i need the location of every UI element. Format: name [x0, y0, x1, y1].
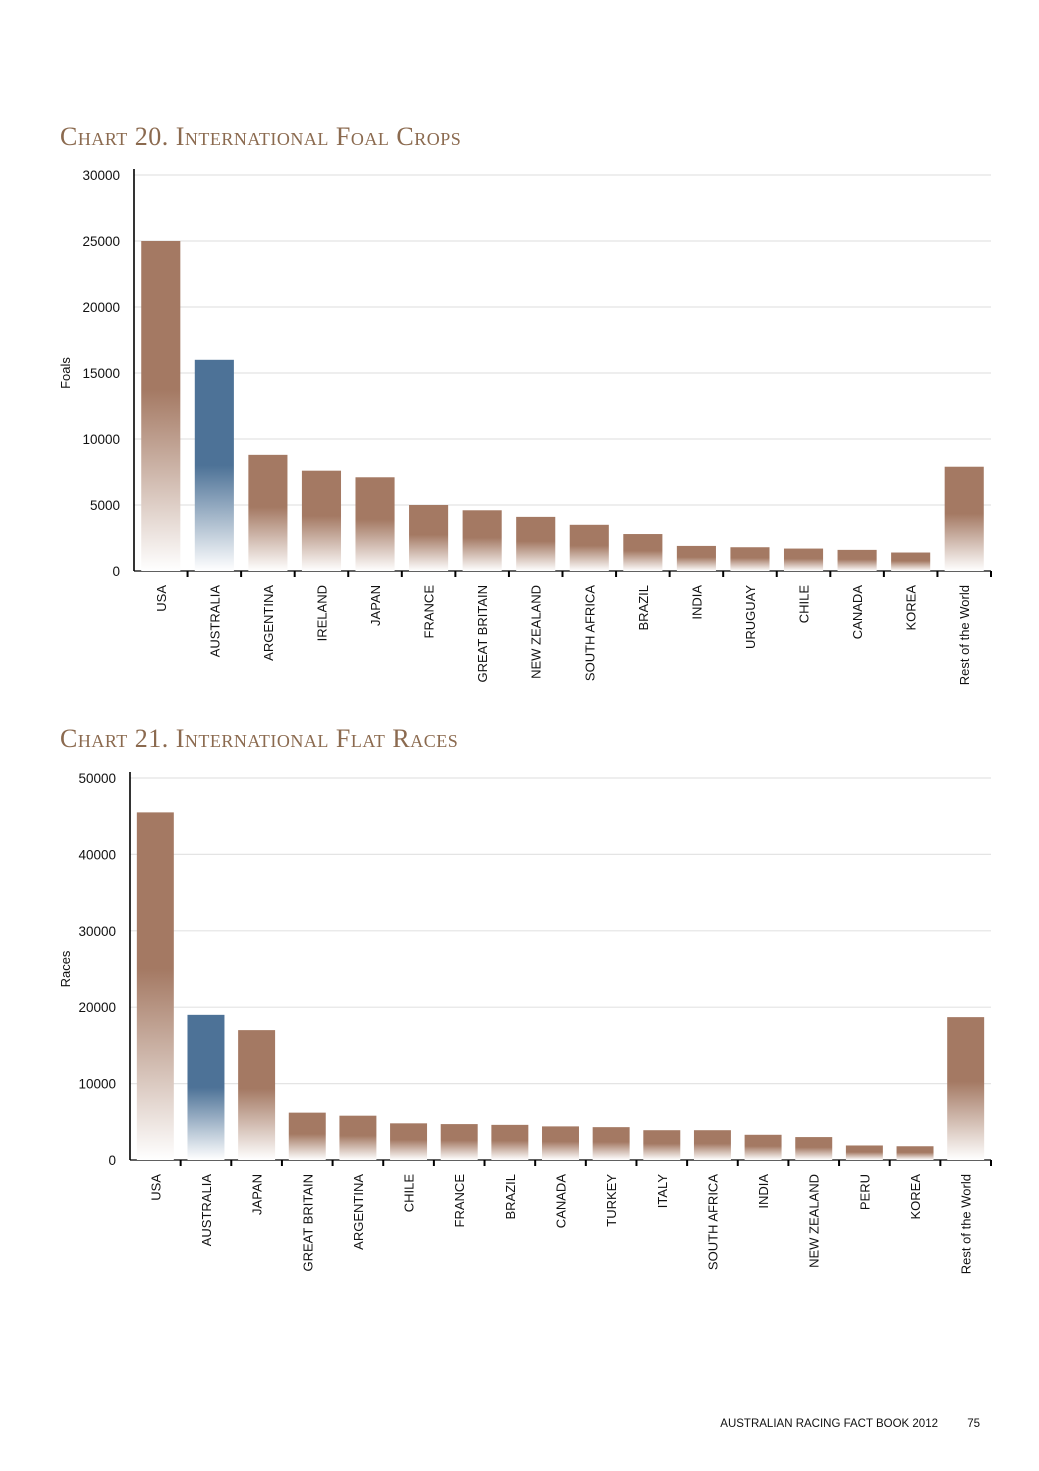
y-tick-label: 10000 [82, 432, 120, 447]
x-tick-label-india: INDIA [689, 585, 704, 620]
bar-chile [783, 548, 824, 571]
chart-21-title: Chart 21. International Flat Races [60, 724, 459, 753]
x-tick-label-canada: CANADA [554, 1174, 569, 1229]
x-tick-label-new-zealand: NEW ZEALAND [529, 585, 544, 679]
x-tick-label-peru: PERU [857, 1174, 872, 1210]
x-tick-label-new-zealand: NEW ZEALAND [807, 1174, 822, 1268]
y-tick-label: 15000 [82, 366, 120, 381]
bar-usa [141, 241, 181, 571]
y-tick-label: 0 [108, 1153, 116, 1168]
x-tick-label-canada: CANADA [850, 585, 865, 640]
bar-south-africa [693, 1130, 731, 1160]
x-tick-label-japan: JAPAN [250, 1174, 265, 1215]
y-tick-label: 10000 [78, 1077, 116, 1092]
bar-argentina [339, 1115, 377, 1160]
x-tick-label-great-britain: GREAT BRITAIN [300, 1174, 315, 1272]
y-tick-label: 50000 [78, 771, 116, 786]
x-tick-label-usa: USA [154, 585, 169, 612]
bar-chile [390, 1123, 428, 1160]
page-footer: AUSTRALIAN RACING FACT BOOK 2012 75 [0, 1418, 1039, 1438]
x-tick-label-chile: CHILE [402, 1174, 417, 1213]
bar-turkey [592, 1127, 630, 1160]
x-tick-label-south-africa: SOUTH AFRICA [582, 585, 597, 681]
bar-new-zealand [795, 1137, 833, 1160]
x-tick-label-argentina: ARGENTINA [261, 585, 276, 661]
y-tick-label: 0 [112, 564, 120, 579]
bar-ireland [301, 470, 342, 571]
x-tick-label-korea: KOREA [908, 1174, 923, 1220]
x-tick-label-usa: USA [148, 1174, 163, 1201]
x-tick-label-ireland: IRELAND [314, 585, 329, 641]
y-tick-label: 40000 [78, 847, 116, 862]
bar-great-britain [462, 510, 502, 571]
x-tick-label-uruguay: URUGUAY [743, 585, 758, 649]
bar-brazil [623, 534, 663, 571]
y-tick-label: 30000 [82, 168, 120, 183]
x-tick-label-australia: AUSTRALIA [207, 585, 222, 658]
y-axis-label: Foals [58, 357, 73, 389]
x-tick-label-australia: AUSTRALIA [199, 1174, 214, 1247]
x-tick-label-brazil: BRAZIL [503, 1174, 518, 1220]
bar-australia [187, 1014, 225, 1160]
y-axis-label: Races [58, 950, 73, 987]
bar-india [676, 545, 716, 571]
x-tick-label-great-britain: GREAT BRITAIN [475, 585, 490, 683]
x-tick-label-brazil: BRAZIL [636, 585, 651, 631]
bar-south-africa [569, 524, 609, 571]
chart-20-title: Chart 20. International Foal Crops [60, 122, 462, 151]
bar-australia [194, 359, 234, 571]
bar-usa [136, 812, 174, 1160]
bar-rest-of-the-world [944, 466, 984, 571]
bar-rest-of-the-world [947, 1017, 985, 1160]
bar-japan [355, 477, 395, 571]
bar-brazil [491, 1124, 529, 1160]
bar-new-zealand [516, 516, 556, 571]
bar-korea [891, 552, 931, 571]
y-tick-label: 25000 [82, 234, 120, 249]
x-tick-label-korea: KOREA [904, 585, 919, 631]
x-tick-label-france: FRANCE [452, 1174, 467, 1228]
bar-canada [542, 1126, 579, 1160]
x-tick-label-france: FRANCE [422, 585, 437, 639]
x-tick-label-rest-of-the-world: Rest of the World [957, 585, 972, 685]
y-tick-label: 5000 [90, 498, 120, 513]
x-tick-label-argentina: ARGENTINA [351, 1174, 366, 1250]
bar-japan [238, 1030, 276, 1160]
foal-crops-chart: 0 5000 10000 15000 20000 25000 30000 Foals USA AU… [58, 168, 992, 685]
y-tick-label: 20000 [82, 300, 120, 315]
x-tick-label-japan: JAPAN [368, 585, 383, 626]
bar-korea [896, 1146, 934, 1160]
bar-uruguay [730, 547, 770, 571]
bar-france [409, 505, 449, 571]
y-tick-label: 30000 [78, 924, 116, 939]
flat-races-chart: 0 10000 20000 30000 40000 50000 Races USA AUSTRA… [58, 771, 992, 1274]
bar-canada [837, 549, 877, 571]
bar-india [744, 1134, 782, 1160]
bar-argentina [248, 454, 288, 571]
footer-page-number: 75 [967, 1418, 980, 1430]
x-tick-label-italy: ITALY [655, 1174, 670, 1209]
footer-publication: AUSTRALIAN RACING FACT BOOK 2012 [720, 1418, 938, 1430]
bar-peru [845, 1145, 883, 1160]
x-tick-label-rest-of-the-world: Rest of the World [959, 1174, 974, 1274]
x-tick-label-south-africa: SOUTH AFRICA [705, 1174, 720, 1270]
bar-italy [643, 1130, 681, 1160]
x-tick-label-turkey: TURKEY [604, 1174, 619, 1227]
x-tick-label-india: INDIA [756, 1174, 771, 1209]
bar-france [440, 1124, 478, 1160]
bar-great-britain [288, 1112, 326, 1160]
y-tick-label: 20000 [78, 1000, 116, 1015]
x-tick-label-chile: CHILE [797, 585, 812, 624]
